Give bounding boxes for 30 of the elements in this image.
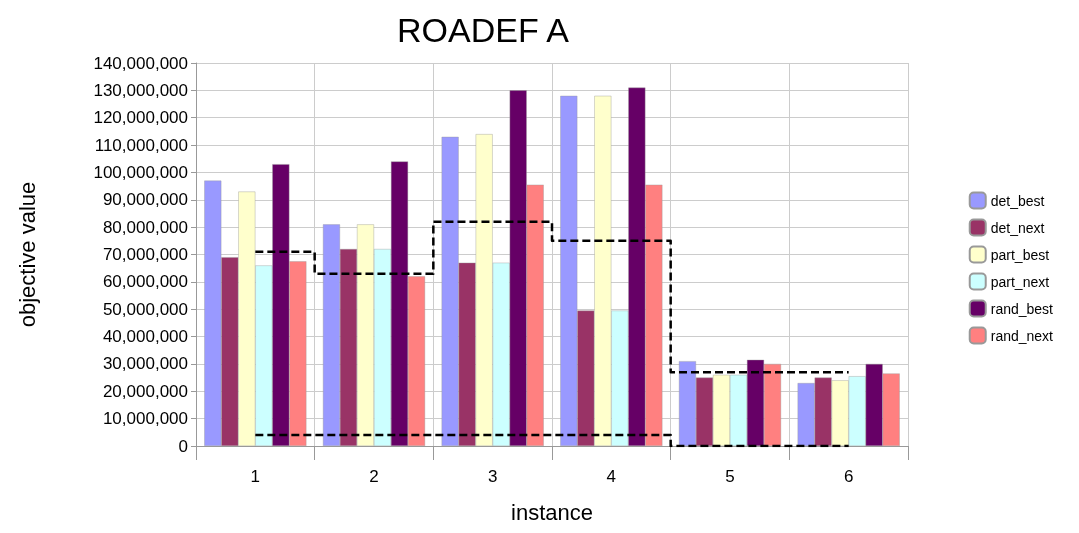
x-axis-title: instance bbox=[511, 499, 593, 525]
y-tick-label: 110,000,000 bbox=[94, 135, 188, 155]
y-tick-label: 80,000,000 bbox=[102, 217, 188, 237]
x-tick-label: 1 bbox=[250, 467, 261, 486]
y-axis-title: objective value bbox=[14, 181, 40, 328]
y-tick-label: 0 bbox=[178, 436, 188, 456]
y-tick-label: 140,000,000 bbox=[93, 53, 188, 73]
x-tick-label: 2 bbox=[369, 467, 379, 486]
y-tick-label: 40,000,000 bbox=[102, 327, 188, 347]
legend-label: det_best bbox=[990, 192, 1045, 209]
y-tick-label: 30,000,000 bbox=[102, 354, 188, 374]
x-tick-label: 3 bbox=[487, 467, 498, 486]
legend-label: part_next bbox=[990, 273, 1050, 290]
y-tick-label: 60,000,000 bbox=[102, 272, 188, 292]
chart-title: ROADEF A bbox=[397, 11, 570, 49]
legend-label: rand_next bbox=[990, 327, 1054, 344]
x-tick-label: 5 bbox=[725, 467, 735, 486]
y-tick-label: 50,000,000 bbox=[102, 299, 188, 319]
y-tick-label: 70,000,000 bbox=[102, 245, 188, 264]
legend-label: det_next bbox=[990, 219, 1045, 236]
y-tick-label: 10,000,000 bbox=[102, 409, 188, 429]
x-tick-label: 4 bbox=[606, 467, 617, 486]
y-tick-label: 100,000,000 bbox=[93, 162, 188, 182]
y-tick-label: 20,000,000 bbox=[102, 381, 188, 401]
y-tick-label: 90,000,000 bbox=[102, 190, 188, 210]
legend-label: rand_best bbox=[990, 300, 1054, 317]
x-tick-label: 6 bbox=[843, 467, 854, 486]
y-tick-label: 130,000,000 bbox=[93, 80, 188, 100]
y-tick-label: 120,000,000 bbox=[93, 108, 188, 128]
legend-label: part_best bbox=[990, 246, 1050, 263]
